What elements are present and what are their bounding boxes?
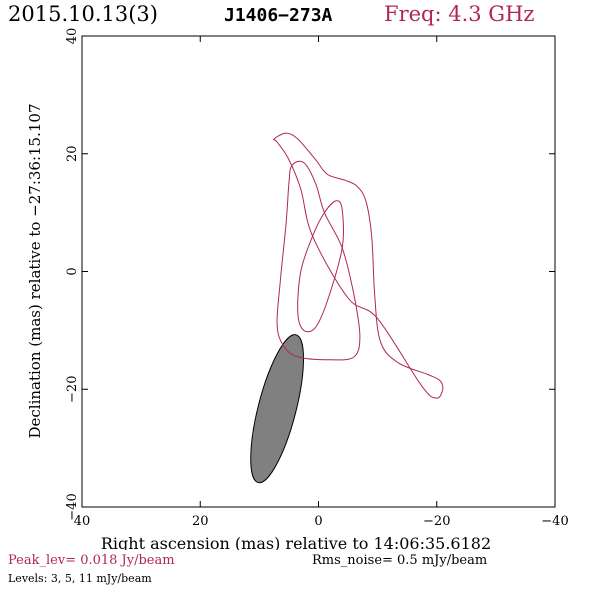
y-tick-label: 40 — [65, 28, 80, 45]
contour-level-11 — [297, 200, 344, 333]
contour-level-3 — [273, 132, 444, 399]
x-tick-label: 40 — [74, 514, 91, 529]
x-tick-label: 0 — [314, 514, 322, 529]
y-tick-label: −20 — [65, 376, 80, 403]
beam-ellipse — [250, 334, 304, 484]
source-name: J1406−273A — [224, 5, 333, 26]
observing-frequency: Freq: 4.3 GHz — [384, 2, 535, 26]
x-axis-label: Right ascension (mas) relative to 14:06:… — [101, 534, 491, 550]
y-tick-label: −40 — [65, 493, 80, 520]
x-tick-label: 20 — [192, 514, 209, 529]
contour-level-5 — [276, 160, 361, 361]
x-tick-label: −40 — [541, 514, 568, 529]
x-tick-label: −20 — [423, 514, 450, 529]
peak-level: Peak_lev= 0.018 Jy/beam — [8, 553, 175, 568]
y-tick-label: 0 — [65, 267, 80, 275]
rms-noise: Rms_noise= 0.5 mJy/beam — [312, 553, 488, 568]
y-tick-label: 20 — [65, 145, 80, 162]
observation-date: 2015.10.13(3) — [8, 2, 158, 26]
y-axis-label: Declination (mas) relative to −27:36:15.… — [26, 103, 44, 438]
contour-levels: Levels: 3, 5, 11 mJy/beam — [8, 572, 152, 585]
plot-frame — [81, 35, 556, 508]
